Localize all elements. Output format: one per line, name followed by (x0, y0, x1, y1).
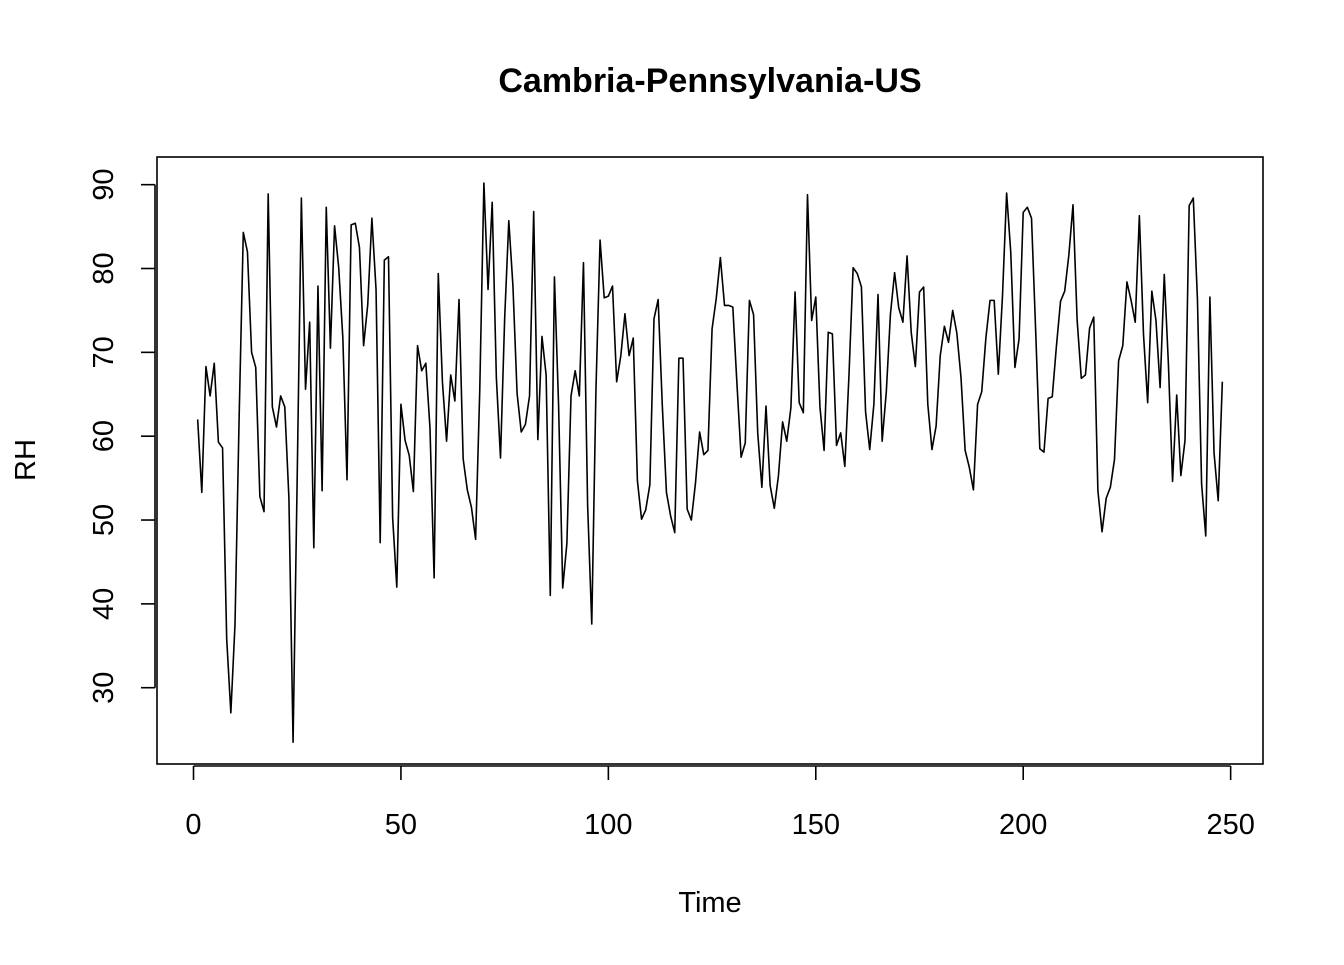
y-tick-label: 50 (88, 504, 120, 536)
y-tick-label: 60 (88, 420, 120, 452)
x-tick-label: 250 (1206, 809, 1254, 841)
y-axis: 30 40 50 60 70 80 90 (88, 169, 156, 704)
plot-frame (156, 156, 1264, 765)
series-line (196, 182, 1224, 743)
x-axis-label: Time (678, 887, 741, 919)
x-tick-label: 0 (185, 809, 201, 841)
y-axis-label: RH (10, 439, 42, 481)
y-tick-label: 90 (88, 169, 120, 201)
x-tick-label: 200 (999, 809, 1047, 841)
y-tick-label: 70 (88, 336, 120, 368)
x-axis: 0 50 100 150 200 250 (185, 765, 1255, 841)
y-tick-label: 40 (88, 588, 120, 620)
x-tick-label: 150 (792, 809, 840, 841)
chart-title: Cambria-Pennsylvania-US (498, 62, 921, 100)
x-tick-label: 50 (385, 809, 417, 841)
y-tick-label: 30 (88, 672, 120, 704)
y-tick-label: 80 (88, 252, 120, 284)
x-tick-label: 100 (584, 809, 632, 841)
